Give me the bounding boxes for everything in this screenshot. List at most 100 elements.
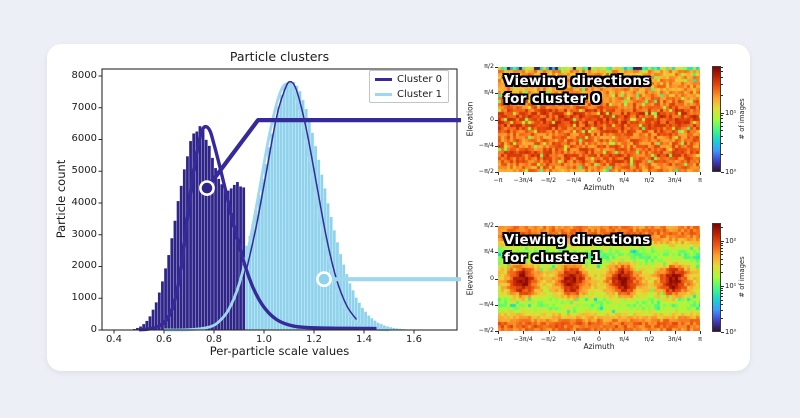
colorbar-minor-tick [721,118,723,120]
heatmap-y-tick [495,119,498,121]
heatmap-x-tick [649,331,651,334]
heatmap-y-tick-label: −π/4 [478,300,494,308]
heatmap-x-tick [674,172,676,175]
heatmap-x-tick-label: −π/2 [540,176,557,184]
heatmap-y-tick-label: −π/4 [478,141,494,149]
heatmap-y-tick-label: 0 [489,115,494,123]
colorbar-minor-tick [721,94,723,96]
heatmap0-overlay-title-line1: Viewing directions [504,73,651,89]
colorbar-minor-tick [721,242,723,244]
legend-line-cluster0-icon [375,77,392,81]
heatmap-y-tick [495,252,498,254]
legend-entry-cluster0: Cluster 0 [375,74,443,85]
heatmap-x-tick [548,172,550,175]
heatmap1-overlay-title: Viewing directions for cluster 1 [504,232,651,267]
colorbar-minor-tick [721,66,723,68]
colorbar-tick [721,112,724,114]
heatmap-y-tick [495,278,498,280]
colorbar-tick-label: 10¹ [725,282,737,290]
heatmap-y-tick-label: 0 [489,274,494,282]
heatmap-x-tick [599,172,600,175]
colorbar-minor-tick [721,288,723,290]
hist-y-tick-label: 6000 [71,133,97,145]
colorbar-minor-tick [721,226,723,228]
legend-entry-cluster1: Cluster 1 [375,89,443,100]
heatmap-y-tick-label: −π/2 [478,327,494,334]
colorbar-cluster0 [712,66,721,172]
colorbar-minor-tick [721,264,723,266]
hist-x-tick-label: 0.8 [206,334,222,345]
heatmap-y-tick [495,226,498,227]
heatmap-x-tick-label: −3π/4 [513,335,533,343]
colorbar-minor-tick [721,290,723,292]
colorbar-tick [721,286,724,287]
colorbar-minor-tick [721,309,723,311]
colorbar-minor-tick [721,296,723,298]
colorbar-minor-tick [721,130,723,132]
heatmap-x-tick [599,331,600,334]
heatmap0-x-axis-label: Azimuth [583,183,615,192]
heatmap-cluster1-canvas [498,226,700,331]
heatmap-x-tick-label: π/2 [644,176,655,184]
hist-y-tick-label: 3000 [71,228,97,240]
colorbar-minor-tick [721,125,723,127]
colorbar-minor-tick [721,304,723,306]
colorbar-minor-tick [721,250,723,252]
hist-y-tick-label: 5000 [71,165,97,177]
heatmap-cluster0-canvas [498,67,700,172]
heatmap1-overlay-title-line1: Viewing directions [504,232,651,248]
hist-x-tick-label: 0.4 [106,334,122,345]
heatmap-x-tick-label: −π/4 [566,176,582,184]
colorbar-minor-tick [721,76,723,78]
colorbar-minor-tick [721,153,723,155]
heatmap-x-tick-label: −π [493,335,503,343]
heatmap-y-tick-label: −π/2 [478,168,494,175]
colorbar-tick [721,171,724,173]
colorbar-minor-tick [721,115,723,117]
histogram-title: Particle clusters [229,49,330,64]
heatmap-x-tick [523,172,525,175]
histogram-x-axis-label: Per-particle scale values [209,344,350,358]
heatmap-y-tick [495,331,498,332]
heatmap-x-tick [498,331,499,334]
colorbar-minor-tick [721,299,723,301]
colorbar-minor-tick [721,317,723,319]
hist-y-tick-label: 4000 [71,196,97,208]
heatmap-y-tick [495,304,498,306]
hist-y-tick-label: 1000 [71,292,97,304]
heatmap1-x-axis-label: Azimuth [583,342,615,351]
colorbar-minor-tick [721,244,723,246]
heatmap-x-tick [674,331,676,334]
colorbar0-label: # of images [738,98,746,140]
colorbar-tick-label: 10⁰ [725,327,737,336]
colorbar-tick-label: 10² [725,236,737,245]
colorbar-minor-tick [721,135,723,137]
colorbar-minor-tick [721,293,723,295]
hist-x-tick-label: 1.4 [356,334,372,345]
heatmap-y-tick-label: π/2 [484,63,494,70]
colorbar-minor-tick [721,84,723,86]
heatmap-y-tick-label: π/4 [484,248,494,256]
heatmap0-overlay-title: Viewing directions for cluster 0 [504,73,651,108]
heatmap-y-tick [495,172,498,173]
colorbar-tick [721,331,724,333]
colorbar-tick [721,240,724,242]
heatmap-x-tick-label: π/2 [644,335,655,343]
heatmap-x-tick [573,172,575,175]
heatmap-x-tick-label: 0 [596,335,602,343]
histogram-legend: Cluster 0 Cluster 1 [369,70,449,103]
heatmap-y-tick-label: π/2 [484,222,494,229]
colorbar-minor-tick [721,247,723,249]
heatmap-x-tick [649,172,651,175]
heatmap-x-tick-label: π [698,176,702,184]
colorbar-minor-tick [721,143,723,145]
hist-x-tick-label: 1.2 [306,334,322,345]
heatmap-x-tick-label: π/4 [619,335,630,343]
heatmap-x-tick-label: π/4 [619,176,630,184]
heatmap-y-tick [495,93,498,95]
heatmap-x-tick-label: 0 [596,176,602,184]
heatmap-x-tick [523,331,525,334]
heatmap-x-tick [498,172,499,175]
hist-y-tick-label: 8000 [71,69,97,81]
